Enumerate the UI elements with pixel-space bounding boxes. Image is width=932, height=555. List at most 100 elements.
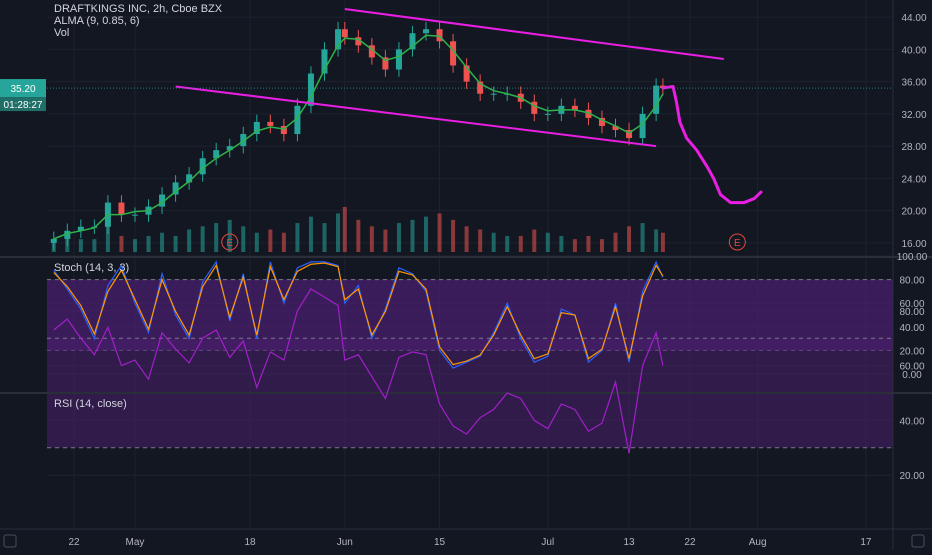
volume-bar [336,213,341,252]
candle-body[interactable] [294,105,301,135]
candle-body[interactable] [382,57,389,70]
volume-bar [640,223,645,252]
candle-body[interactable] [544,113,551,115]
time-tick-label: 17 [860,537,872,548]
candle-body[interactable] [598,117,605,126]
candle-body[interactable] [531,101,538,114]
earnings-marker-label: E [226,238,233,249]
candle-body[interactable] [131,214,138,216]
volume-bar [478,229,483,252]
candle-body[interactable] [612,125,619,130]
volume-legend[interactable]: Vol [54,27,70,39]
candle-body[interactable] [280,125,287,135]
candle-body[interactable] [395,49,402,70]
price-tick-label: 44.00 [901,13,926,24]
earnings-marker[interactable] [728,233,746,251]
earnings-marker[interactable] [221,233,239,251]
alma-legend[interactable]: ALMA (9, 0.85, 6) [54,15,140,27]
candle-body[interactable] [213,150,220,159]
candle-body[interactable] [355,37,362,46]
volume-bar [451,219,456,252]
time-tick-label: 22 [69,537,81,548]
volume-bar [518,235,523,252]
projection-drawing[interactable] [661,84,763,205]
candle-body[interactable] [240,134,247,147]
symbol-title[interactable]: DRAFTKINGS INC, 2h, Cboe BZX [54,3,223,15]
price-tag[interactable] [0,79,46,98]
volume-bar [586,235,591,252]
volume-bar [410,219,415,252]
candle-body[interactable] [626,130,633,139]
candle-body[interactable] [253,121,260,135]
stoch-tick-label: 80.00 [899,276,924,287]
candle-body[interactable] [159,194,166,207]
candle-body[interactable] [341,29,348,38]
candle-body[interactable] [307,73,314,106]
candle-body[interactable] [186,174,193,183]
volume-bar [132,239,137,252]
candle-body[interactable] [172,182,179,195]
volume-bar [464,226,469,252]
candle-body[interactable] [585,109,592,118]
candle-body[interactable] [226,146,233,151]
candle-body[interactable] [199,158,206,175]
volume-bar [369,226,374,252]
channel-lower-trendline[interactable] [175,85,657,148]
countdown-value: 01:28:27 [4,100,43,111]
stoch-tick-label: 100.00 [897,252,928,263]
channel-upper-trendline[interactable] [344,8,724,61]
candle-body[interactable] [409,33,416,50]
candle-body[interactable] [463,65,470,82]
time-tick-label: Aug [749,537,767,548]
time-tick-label: 22 [684,537,696,548]
volume-bar [214,223,219,252]
rsi-tick-label: 40.00 [899,416,924,427]
volume-bar [268,229,273,252]
settings-icon[interactable] [911,534,925,548]
price-tick-label: 16.00 [901,239,926,250]
volume-bar [396,223,401,252]
candle-body[interactable] [639,113,646,139]
candle-body[interactable] [653,85,660,114]
time-tick-label: Jul [541,537,554,548]
candle-body[interactable] [77,226,84,231]
candle-body[interactable] [118,202,125,215]
candle-body[interactable] [64,230,71,239]
stoch-tick-label: 40.00 [899,323,924,334]
price-tick-label: 28.00 [901,142,926,153]
volume-bar [654,229,659,252]
volume-bar [295,223,300,252]
volume-bar [200,226,205,252]
candle-body[interactable] [450,41,457,66]
candle-body[interactable] [267,121,274,126]
stoch-legend[interactable]: Stoch (14, 3, 3) [54,262,129,274]
candle-body[interactable] [490,93,497,95]
volume-bar [491,232,496,252]
volume-bar [627,226,632,252]
candle-body[interactable] [335,29,342,50]
stoch-tick-label: 60.00 [899,299,924,310]
time-tick-label: 18 [244,537,256,548]
volume-bar [356,219,361,252]
volume-bar [92,239,97,252]
candle-body[interactable] [368,45,375,58]
zoom-icon[interactable] [3,534,17,548]
volume-bar [173,235,178,252]
candle-body[interactable] [477,81,484,94]
stoch-tick-label: 20.00 [899,346,924,357]
candle-body[interactable] [436,29,443,42]
candle-body[interactable] [50,238,57,243]
rsi-tick-label: 20.00 [899,471,924,482]
rsi-legend[interactable]: RSI (14, close) [54,398,127,410]
price-tick-label: 24.00 [901,174,926,185]
volume-bar [342,207,347,252]
volume-bar [281,232,286,252]
volume-bar [227,219,232,252]
volume-bar [78,239,83,252]
candle-body[interactable] [321,49,328,74]
volume-bar [146,235,151,252]
candle-body[interactable] [571,105,578,110]
candle-body[interactable] [423,29,430,34]
